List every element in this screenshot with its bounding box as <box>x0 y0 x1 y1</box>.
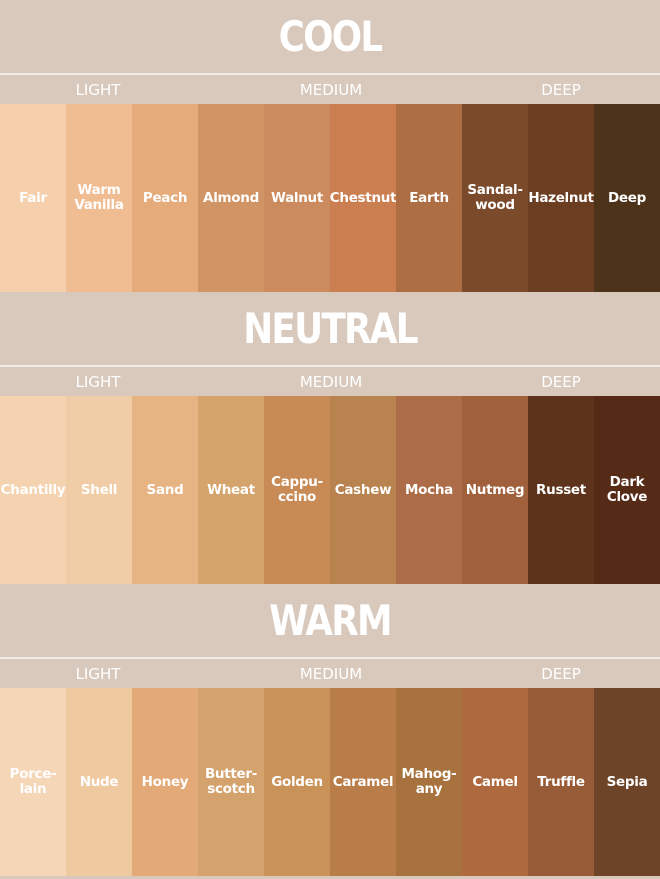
tier-labels: LIGHT MEDIUM DEEP <box>0 367 660 396</box>
tier-label-medium: MEDIUM <box>299 81 363 99</box>
swatch: Mahog- any <box>396 688 462 876</box>
swatch: Warm Vanilla <box>66 104 132 292</box>
swatch: Peach <box>132 104 198 292</box>
divider <box>0 657 660 659</box>
swatch-row: Chantilly Shell Sand Wheat Cappu- ccino Cashe… <box>0 396 660 584</box>
section-title: NEUTRAL <box>243 304 418 353</box>
swatch: Porce- lain <box>0 688 66 876</box>
swatch: Russet <box>528 396 594 584</box>
tier-label-deep: DEEP <box>541 373 581 391</box>
swatch: Honey <box>132 688 198 876</box>
section-title: WARM <box>269 596 392 645</box>
tier-labels: LIGHT MEDIUM DEEP <box>0 659 660 688</box>
divider <box>0 365 660 367</box>
swatch-row: Fair Warm Vanilla Peach Almond Walnut Chestnu… <box>0 104 660 292</box>
tier-label-deep: DEEP <box>541 665 581 683</box>
tier-label-medium: MEDIUM <box>299 373 363 391</box>
swatch: Wheat <box>198 396 264 584</box>
swatch: Sepia <box>594 688 660 876</box>
swatch: Shell <box>66 396 132 584</box>
section-cool: COOL LIGHT MEDIUM DEEP Fair Warm Vanilla Peac… <box>0 0 660 292</box>
swatch: Deep <box>594 104 660 292</box>
swatch: Cappu- ccino <box>264 396 330 584</box>
swatch: Walnut <box>264 104 330 292</box>
swatch: Butter- scotch <box>198 688 264 876</box>
tier-label-light: LIGHT <box>75 373 121 391</box>
swatch: Sandal- wood <box>462 104 528 292</box>
swatch: Sand <box>132 396 198 584</box>
tier-label-deep: DEEP <box>541 81 581 99</box>
swatch: Truffle <box>528 688 594 876</box>
swatch: Dark Clove <box>594 396 660 584</box>
swatch: Caramel <box>330 688 396 876</box>
section-neutral: NEUTRAL LIGHT MEDIUM DEEP Chantilly Shell San… <box>0 292 660 584</box>
swatch: Hazelnut <box>528 104 594 292</box>
swatch: Cashew <box>330 396 396 584</box>
tier-label-light: LIGHT <box>75 81 121 99</box>
swatch: Earth <box>396 104 462 292</box>
swatch-row: Porce- lain Nude Honey Butter- scotch Golden… <box>0 688 660 876</box>
swatch: Mocha <box>396 396 462 584</box>
swatch: Chestnut <box>330 104 397 292</box>
swatch: Fair <box>0 104 66 292</box>
section-title: COOL <box>278 12 384 61</box>
swatch: Almond <box>198 104 264 292</box>
divider <box>0 73 660 75</box>
swatch: Camel <box>462 688 528 876</box>
swatch: Chantilly <box>0 396 66 584</box>
swatch: Nude <box>66 688 132 876</box>
tier-label-light: LIGHT <box>75 665 121 683</box>
tier-labels: LIGHT MEDIUM DEEP <box>0 75 660 104</box>
swatch: Golden <box>264 688 330 876</box>
swatch: Nutmeg <box>462 396 528 584</box>
section-warm: WARM LIGHT MEDIUM DEEP Porce- lain Nude Honey… <box>0 584 660 876</box>
tier-label-medium: MEDIUM <box>299 665 363 683</box>
